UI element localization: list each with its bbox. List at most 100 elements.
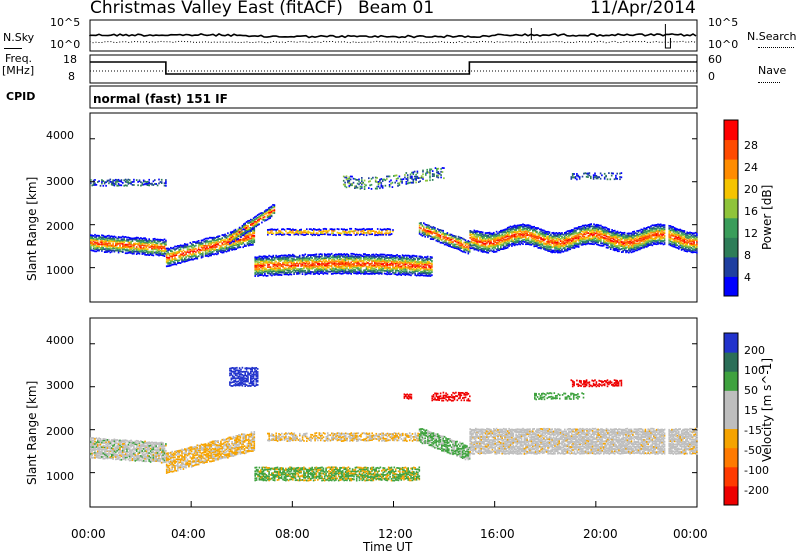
cpid-panel-frame <box>89 85 698 109</box>
cpid-value: normal (fast) 151 IF <box>93 92 228 106</box>
nave-tick-top: 60 <box>708 53 722 66</box>
power-colorbar-swatch-6 <box>724 159 738 180</box>
vel-cbar-tick-100: 100 <box>744 364 765 377</box>
power-colorbar-swatch-0 <box>724 276 738 297</box>
power-cbar-tick-28: 28 <box>744 139 758 152</box>
velocity-colorbar-swatch-7 <box>724 352 738 372</box>
power-ytick-4000: 4000 <box>46 129 74 142</box>
power-colorbar-frame <box>723 119 739 297</box>
vel-cbar-tick-m50: -50 <box>744 444 762 457</box>
velocity-colorbar-swatch-1 <box>724 466 738 487</box>
power-ytick-1000: 1000 <box>46 264 74 277</box>
noise-right-legend-line <box>758 47 794 48</box>
velocity-ytick-4000: 4000 <box>46 334 74 347</box>
velocity-band-mid <box>267 432 421 442</box>
power-ytick-3000: 3000 <box>46 175 74 188</box>
velocity-band-main-early <box>90 437 167 464</box>
xtick-0800: 08:00 <box>275 527 310 541</box>
velocity-data-gap <box>665 319 669 506</box>
noise-left-legend-line <box>4 48 22 49</box>
xaxis-label: Time UT <box>363 540 413 554</box>
xtick-2400: 00:00 <box>673 527 708 541</box>
date-title: 11/Apr/2014 <box>590 0 696 18</box>
velocity-band-red-patch-1 <box>403 393 413 400</box>
station-title: Christmas Valley East (fitACF) <box>90 0 343 18</box>
power-band-main-early <box>90 233 167 257</box>
power-band-rise <box>165 226 256 268</box>
power-cbar-tick-24: 24 <box>744 161 758 174</box>
velocity-colorbar <box>724 333 738 506</box>
xtick-2000: 20:00 <box>583 527 618 541</box>
noise-left-tick-bottom: 10^0 <box>50 38 81 51</box>
power-band-far-late <box>570 172 623 181</box>
power-colorbar-label: Power [dB] <box>760 184 774 250</box>
velocity-ytick-3000: 3000 <box>46 379 74 392</box>
velocity-band-green-patch <box>534 392 585 401</box>
velocity-band-red-patch-2 <box>431 391 471 402</box>
vel-cbar-tick-15: 15 <box>744 404 758 417</box>
velocity-colorbar-swatch-8 <box>724 333 738 353</box>
vel-cbar-tick-m15: -15 <box>744 424 762 437</box>
freq-tick-bottom: 8 <box>68 70 75 83</box>
power-band-arc <box>229 204 276 245</box>
noise-left-tick-top: 10^5 <box>50 16 81 29</box>
vel-cbar-tick-50: 50 <box>744 384 758 397</box>
velocity-ylabel: Slant Range [km] <box>25 380 39 485</box>
xtick-1200: 12:00 <box>378 527 413 541</box>
freq-panel-frame <box>89 54 698 84</box>
velocity-band-red-patch-3 <box>570 379 623 388</box>
velocity-colorbar-swatch-4 <box>724 409 738 430</box>
power-colorbar <box>724 120 738 297</box>
power-band-mid <box>267 227 394 237</box>
power-colorbar-swatch-7 <box>724 139 738 160</box>
velocity-colorbar-swatch-0 <box>724 485 738 506</box>
noise-right-label: N.Search <box>747 30 797 43</box>
velocity-ytick-2000: 2000 <box>46 425 74 438</box>
nave-label: Nave <box>758 64 787 77</box>
power-cbar-tick-4: 4 <box>744 271 751 284</box>
power-cbar-tick-8: 8 <box>744 249 751 262</box>
noise-sky-series <box>89 32 697 39</box>
noise-left-label: N.Sky <box>3 31 35 44</box>
power-colorbar-swatch-2 <box>724 237 738 258</box>
cpid-label: CPID <box>6 90 36 103</box>
freq-series <box>90 61 697 75</box>
power-cbar-tick-12: 12 <box>744 227 758 240</box>
power-colorbar-swatch-8 <box>724 120 738 141</box>
power-colorbar-swatch-4 <box>724 198 738 219</box>
velocity-colorbar-frame <box>723 332 739 506</box>
power-ylabel: Slant Range [km] <box>25 176 39 281</box>
freq-label-line1: Freq. <box>5 52 33 65</box>
noise-search-series <box>89 40 697 44</box>
power-band-far-early <box>90 178 167 187</box>
power-cbar-tick-20: 20 <box>744 183 758 196</box>
vel-cbar-tick-200: 200 <box>744 344 765 357</box>
velocity-colorbar-swatch-3 <box>724 428 738 449</box>
velocity-band-blue-patch <box>229 366 259 387</box>
velocity-colorbar-swatch-6 <box>724 371 738 391</box>
vel-cbar-tick-m200: -200 <box>744 484 769 497</box>
nave-tick-bottom: 0 <box>708 70 715 83</box>
power-data-gap <box>665 114 669 301</box>
freq-label-line2: [MHz] <box>2 64 35 77</box>
velocity-colorbar-swatch-5 <box>724 390 738 410</box>
vel-cbar-tick-m100: -100 <box>744 464 769 477</box>
velocity-band-main-late <box>469 427 698 455</box>
velocity-band-fall <box>418 428 471 461</box>
nave-legend-line <box>758 82 780 83</box>
power-colorbar-swatch-5 <box>724 178 738 199</box>
noise-dropout <box>664 24 671 49</box>
velocity-band-low <box>254 466 421 482</box>
power-colorbar-swatch-1 <box>724 256 738 277</box>
noise-right-tick-top: 10^5 <box>708 16 739 29</box>
power-band-far-mid <box>342 167 445 190</box>
noise-right-tick-bottom: 10^0 <box>708 38 739 51</box>
velocity-ytick-1000: 1000 <box>46 470 74 483</box>
xtick-1600: 16:00 <box>480 527 515 541</box>
velocity-band-rise <box>165 431 256 474</box>
xtick-0000: 00:00 <box>71 527 106 541</box>
power-colorbar-swatch-3 <box>724 217 738 238</box>
freq-tick-top: 18 <box>63 53 77 66</box>
power-cbar-tick-16: 16 <box>744 205 758 218</box>
velocity-colorbar-swatch-2 <box>724 447 738 468</box>
